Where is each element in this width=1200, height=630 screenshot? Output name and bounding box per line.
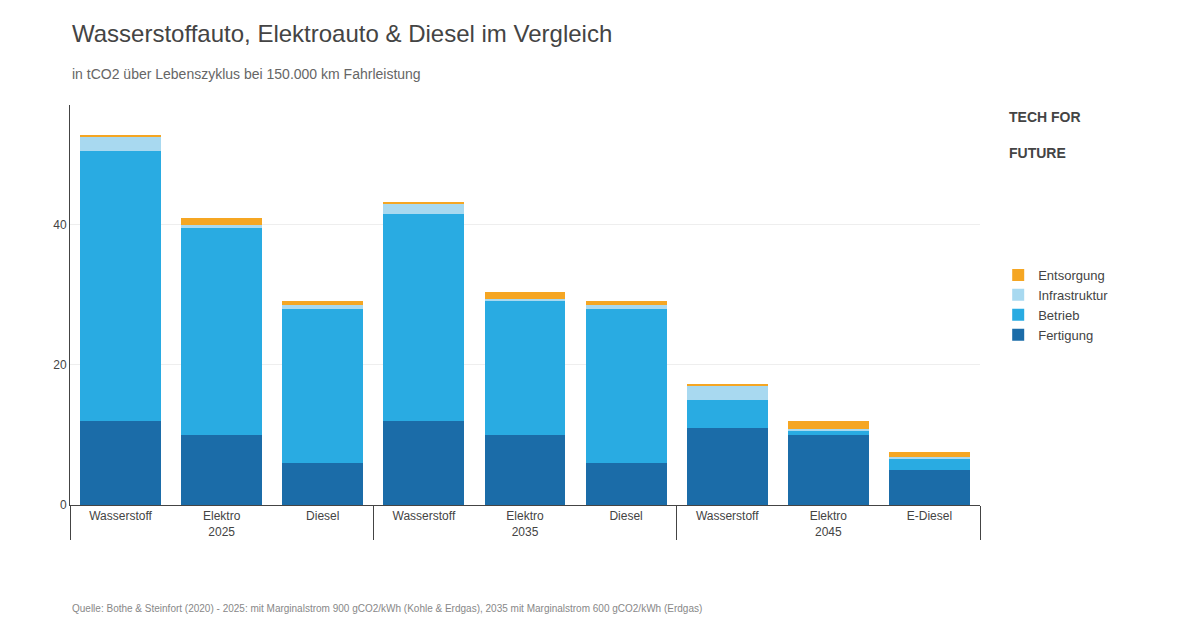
svg-text:Elektro: Elektro bbox=[203, 509, 241, 523]
svg-text:0: 0 bbox=[60, 498, 67, 512]
svg-text:2045: 2045 bbox=[815, 525, 842, 539]
svg-text:Fertigung: Fertigung bbox=[1038, 328, 1093, 343]
svg-text:Wasserstoff: Wasserstoff bbox=[696, 509, 759, 523]
svg-text:Wasserstoff: Wasserstoff bbox=[393, 509, 456, 523]
svg-text:Elektro: Elektro bbox=[506, 509, 544, 523]
svg-text:in tCO2 über Lebenszyklus bei: in tCO2 über Lebenszyklus bei 150.000 km… bbox=[72, 66, 421, 82]
svg-text:Diesel: Diesel bbox=[306, 509, 339, 523]
svg-text:Wasserstoff: Wasserstoff bbox=[89, 509, 152, 523]
svg-text:40: 40 bbox=[53, 218, 67, 232]
svg-text:E-Diesel: E-Diesel bbox=[907, 509, 952, 523]
svg-text:2035: 2035 bbox=[512, 525, 539, 539]
svg-text:TECH FOR: TECH FOR bbox=[1009, 109, 1081, 125]
svg-text:FUTURE: FUTURE bbox=[1009, 145, 1066, 161]
svg-text:2025: 2025 bbox=[208, 525, 235, 539]
svg-text:20: 20 bbox=[53, 358, 67, 372]
svg-text:Diesel: Diesel bbox=[609, 509, 642, 523]
svg-text:Betrieb: Betrieb bbox=[1038, 308, 1079, 323]
svg-text:Entsorgung: Entsorgung bbox=[1038, 268, 1105, 283]
svg-text:Elektro: Elektro bbox=[810, 509, 848, 523]
svg-text:Infrastruktur: Infrastruktur bbox=[1038, 288, 1108, 303]
svg-text:Wasserstoffauto, Elektroauto &: Wasserstoffauto, Elektroauto & Diesel im… bbox=[72, 20, 612, 47]
svg-text:Quelle: Bothe & Steinfort (202: Quelle: Bothe & Steinfort (2020) - 2025:… bbox=[72, 603, 702, 614]
